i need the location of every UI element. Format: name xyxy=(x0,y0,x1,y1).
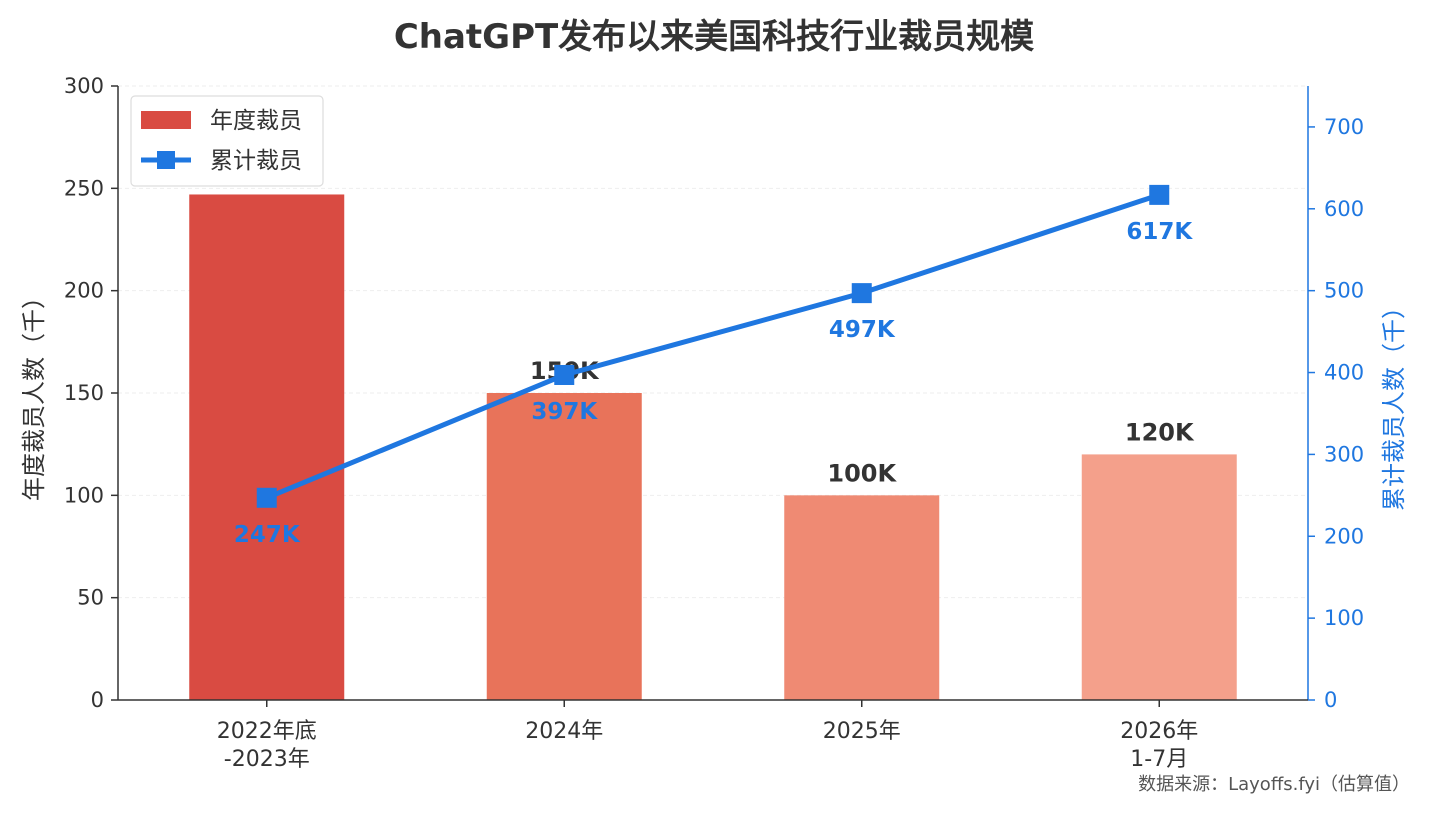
line-marker-1 xyxy=(554,364,575,385)
legend-label-bars: 年度裁员 xyxy=(210,108,302,134)
left-tick-label-50: 50 xyxy=(77,586,104,610)
bar-3 xyxy=(1081,454,1237,700)
cumulative-line xyxy=(265,192,1161,501)
line-label-1: 397K xyxy=(531,399,598,425)
left-tick-label-250: 250 xyxy=(64,176,104,200)
line-value-labels: 247K 397K 497K 617K xyxy=(234,219,1194,548)
right-tick-label-100: 100 xyxy=(1324,606,1364,630)
y-axis-left-label: 年度裁员人数（千） xyxy=(20,285,48,501)
bar-1 xyxy=(486,393,642,700)
left-tick-label-0: 0 xyxy=(91,688,104,712)
category-label-1: 2024年 xyxy=(525,719,603,744)
x-category-labels: 2022年底-2023年 2024年 2025年 2026年 1-7月 xyxy=(217,700,1198,772)
category-label-3: 2026年 1-7月 xyxy=(1120,719,1198,772)
left-y-ticks: 0 50 100 150 200 250 300 xyxy=(64,74,118,712)
right-tick-label-400: 400 xyxy=(1324,361,1364,385)
y-axis-right-label: 累计裁员人数（千） xyxy=(1380,295,1408,511)
right-tick-label-600: 600 xyxy=(1324,197,1364,221)
line-marker-2 xyxy=(851,283,872,304)
line-label-3: 617K xyxy=(1126,219,1193,245)
bar-label-2: 100K xyxy=(827,459,897,487)
bar-series xyxy=(189,194,1237,700)
line-label-0: 247K xyxy=(234,522,301,548)
left-tick-label-200: 200 xyxy=(64,279,104,303)
right-tick-label-500: 500 xyxy=(1324,279,1364,303)
legend-label-line: 累计裁员 xyxy=(210,148,302,174)
source-note: 数据来源：Layoffs.fyi（估算值） xyxy=(1138,774,1410,795)
right-tick-label-700: 700 xyxy=(1324,115,1364,139)
left-tick-label-300: 300 xyxy=(64,74,104,98)
bar-2 xyxy=(784,495,940,700)
left-tick-label-150: 150 xyxy=(64,381,104,405)
line-marker-0 xyxy=(256,487,277,508)
left-tick-label-100: 100 xyxy=(64,483,104,507)
line-label-2: 497K xyxy=(829,317,896,343)
cumulative-line-series xyxy=(256,184,1170,508)
right-tick-label-0: 0 xyxy=(1324,688,1337,712)
legend-swatch-marker xyxy=(157,151,175,169)
line-marker-3 xyxy=(1149,184,1170,205)
right-tick-label-300: 300 xyxy=(1324,442,1364,466)
right-tick-label-200: 200 xyxy=(1324,524,1364,548)
bar-label-3: 120K xyxy=(1125,418,1195,446)
right-y-ticks: 0 100 200 300 400 500 600 700 xyxy=(1308,115,1364,712)
bar-0 xyxy=(189,194,345,700)
legend-swatch-bars xyxy=(141,111,191,129)
category-label-0: 2022年底-2023年 xyxy=(217,719,317,772)
chart-title: ChatGPT发布以来美国科技行业裁员规模 xyxy=(394,17,1034,57)
category-label-2: 2025年 xyxy=(823,719,901,744)
